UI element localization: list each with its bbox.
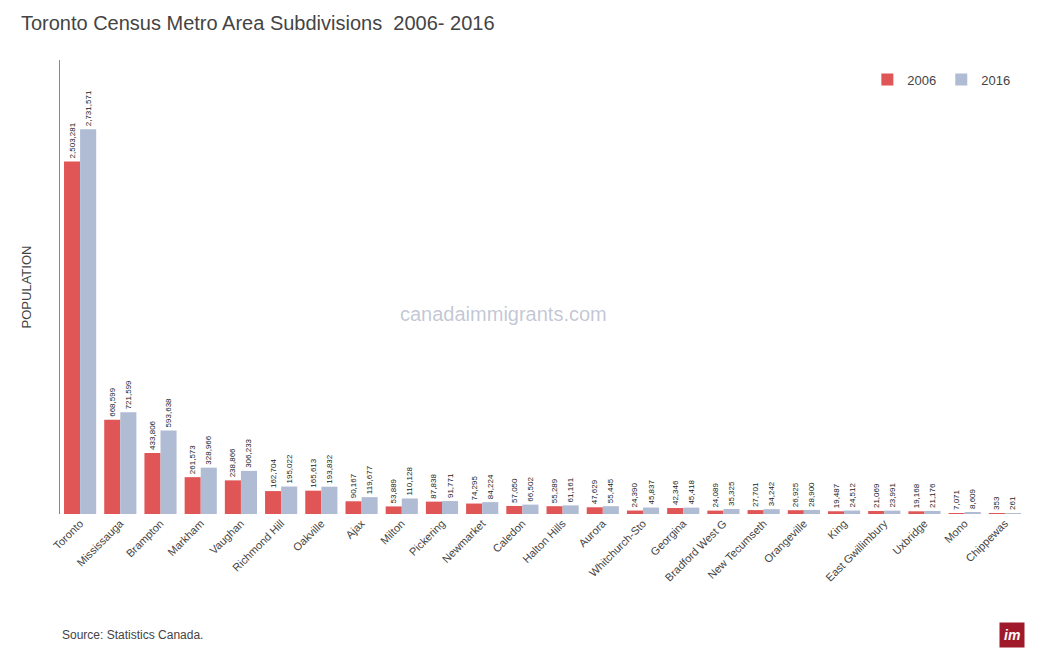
svg-text:Pickering: Pickering: [407, 517, 447, 557]
svg-text:Chippewas: Chippewas: [963, 517, 1010, 564]
svg-text:119,677: 119,677: [365, 465, 374, 494]
svg-text:POPULATION: POPULATION: [19, 246, 34, 329]
svg-text:21,069: 21,069: [872, 483, 881, 508]
svg-text:721,599: 721,599: [124, 380, 133, 409]
svg-text:King: King: [825, 517, 849, 541]
svg-text:90,167: 90,167: [349, 473, 358, 498]
svg-text:2006: 2006: [907, 73, 936, 88]
svg-text:66,502: 66,502: [526, 477, 535, 502]
svg-text:593,638: 593,638: [164, 398, 173, 427]
svg-text:61,161: 61,161: [566, 477, 575, 502]
svg-text:im: im: [1004, 627, 1020, 643]
svg-text:42,346: 42,346: [671, 480, 680, 505]
svg-text:Georgina: Georgina: [648, 517, 689, 558]
svg-text:Milton: Milton: [378, 517, 407, 546]
svg-text:Richmond Hill: Richmond Hill: [230, 517, 286, 573]
svg-text:306,233: 306,233: [244, 438, 253, 467]
svg-text:238,866: 238,866: [228, 448, 237, 477]
svg-text:Caledon: Caledon: [490, 517, 527, 554]
svg-text:195,022: 195,022: [285, 454, 294, 483]
svg-text:Ajax: Ajax: [343, 517, 367, 541]
svg-text:Oakville: Oakville: [291, 517, 327, 553]
svg-text:New Tecumseth: New Tecumseth: [705, 517, 769, 581]
svg-text:27,701: 27,701: [751, 482, 760, 507]
svg-text:34,242: 34,242: [767, 481, 776, 506]
svg-text:261,573: 261,573: [188, 445, 197, 474]
svg-text:91,771: 91,771: [446, 473, 455, 498]
svg-text:Newmarket: Newmarket: [440, 517, 488, 565]
svg-text:57,050: 57,050: [510, 478, 519, 503]
svg-text:2016: 2016: [981, 73, 1010, 88]
svg-text:Vaughan: Vaughan: [207, 517, 246, 556]
svg-text:24,512: 24,512: [848, 483, 857, 508]
svg-text:668,599: 668,599: [108, 387, 117, 416]
svg-text:162,704: 162,704: [269, 459, 278, 488]
svg-text:47,629: 47,629: [590, 479, 599, 504]
svg-text:55,445: 55,445: [606, 478, 615, 503]
svg-text:Source: Statistics Canada.: Source: Statistics Canada.: [62, 628, 203, 642]
svg-text:45,837: 45,837: [647, 480, 656, 505]
svg-text:Halton Hills: Halton Hills: [520, 517, 568, 565]
svg-text:Toronto: Toronto: [51, 517, 85, 551]
svg-text:19,168: 19,168: [912, 483, 921, 508]
svg-text:193,832: 193,832: [325, 454, 334, 483]
svg-text:24,390: 24,390: [630, 483, 639, 508]
svg-text:110,128: 110,128: [405, 467, 414, 496]
svg-text:Mississauga: Mississauga: [74, 517, 126, 569]
svg-text:35,325: 35,325: [727, 481, 736, 506]
svg-text:Mono: Mono: [942, 517, 970, 545]
svg-text:24,089: 24,089: [711, 483, 720, 508]
svg-text:84,224: 84,224: [486, 474, 495, 499]
svg-text:Toronto Census Metro Area Subd: Toronto Census Metro Area Subdivisions 2…: [21, 12, 495, 34]
svg-text:53,889: 53,889: [389, 478, 398, 503]
svg-text:Aurora: Aurora: [576, 517, 608, 549]
svg-text:26,925: 26,925: [791, 482, 800, 507]
svg-text:Orangeville: Orangeville: [761, 517, 809, 565]
svg-text:2,503,281: 2,503,281: [68, 122, 77, 158]
svg-text:433,806: 433,806: [148, 420, 157, 449]
svg-text:8,609: 8,609: [968, 488, 977, 509]
svg-text:28,900: 28,900: [807, 482, 816, 507]
svg-text:East Gwillimbury: East Gwillimbury: [823, 517, 890, 584]
svg-text:328,966: 328,966: [204, 435, 213, 464]
svg-text:74,295: 74,295: [470, 476, 479, 501]
svg-text:Markham: Markham: [165, 517, 206, 558]
svg-text:Uxbridge: Uxbridge: [890, 517, 930, 557]
svg-text:2,731,571: 2,731,571: [84, 90, 93, 126]
svg-text:21,176: 21,176: [928, 483, 937, 508]
svg-text:87,838: 87,838: [429, 474, 438, 499]
svg-text:55,289: 55,289: [550, 478, 559, 503]
svg-text:261: 261: [1008, 496, 1017, 510]
svg-text:canadaimmigrants.com: canadaimmigrants.com: [400, 303, 607, 325]
svg-text:7,071: 7,071: [952, 489, 961, 510]
svg-text:353: 353: [992, 496, 1001, 510]
svg-text:23,991: 23,991: [888, 483, 897, 508]
svg-text:Whitchurch-Sto: Whitchurch-Sto: [587, 517, 649, 579]
svg-text:45,418: 45,418: [687, 480, 696, 505]
svg-text:19,487: 19,487: [832, 483, 841, 508]
svg-text:Bradford West G: Bradford West G: [662, 517, 728, 583]
svg-text:165,613: 165,613: [309, 458, 318, 487]
svg-text:Brampton: Brampton: [124, 517, 166, 559]
